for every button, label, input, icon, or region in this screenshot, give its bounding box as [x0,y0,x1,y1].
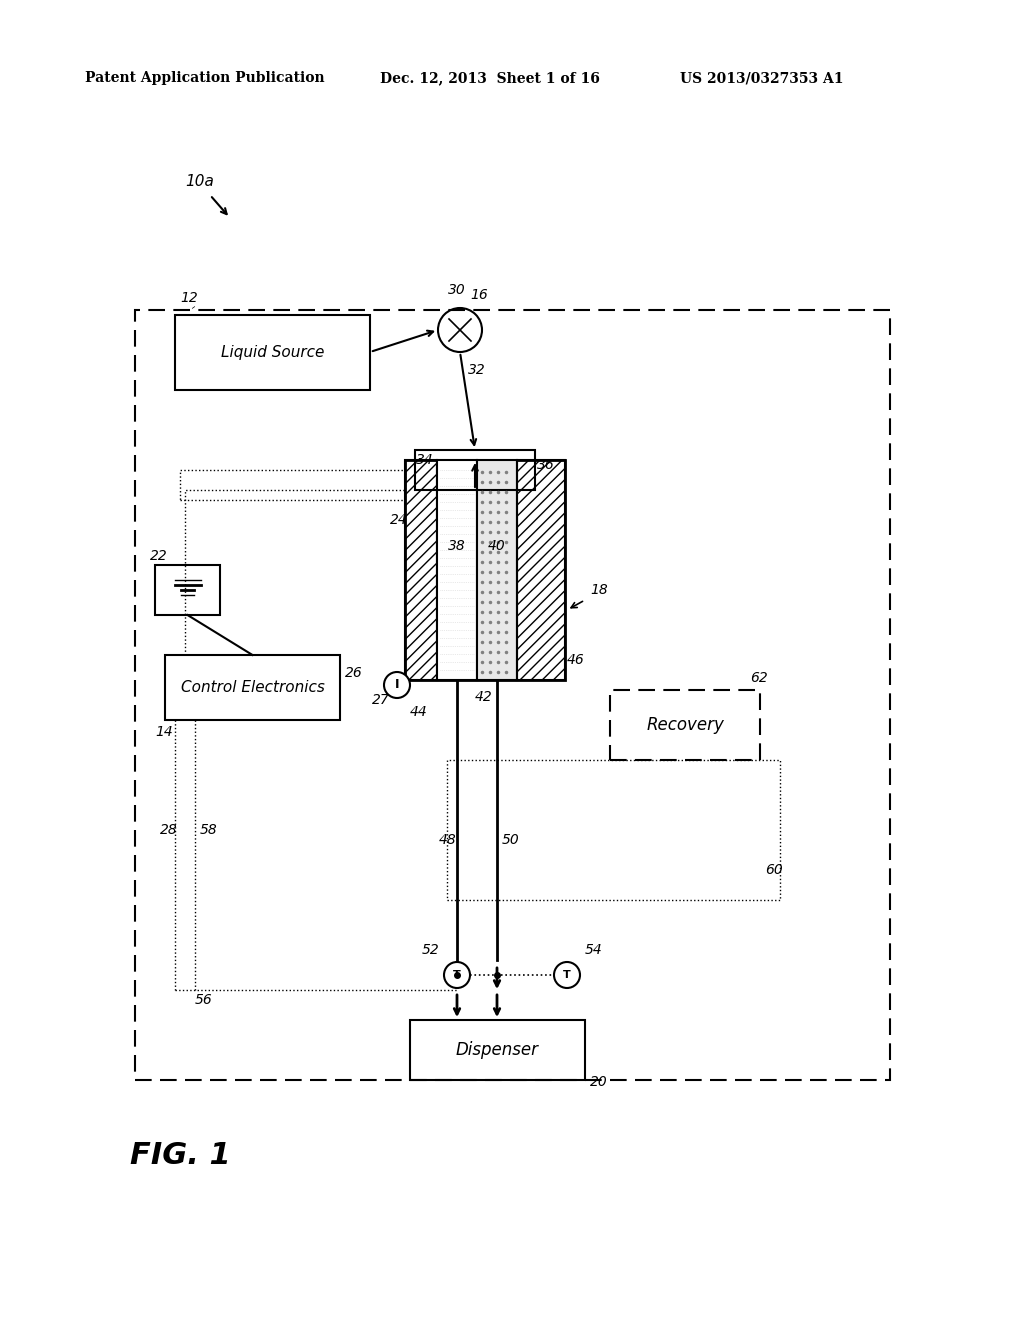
Circle shape [384,672,410,698]
Text: 54: 54 [585,942,603,957]
Text: 62: 62 [750,671,768,685]
Text: 50: 50 [502,833,520,847]
Text: 27: 27 [372,693,390,708]
Text: FIG. 1: FIG. 1 [130,1140,230,1170]
Circle shape [444,962,470,987]
Text: 44: 44 [410,705,428,719]
Bar [406,459,437,680]
Text: 26: 26 [345,667,362,680]
Text: 32: 32 [468,363,485,378]
Text: Liquid Source: Liquid Source [221,345,325,360]
Text: 58: 58 [200,822,218,837]
Text: 10a: 10a [185,174,214,190]
Circle shape [554,962,580,987]
Text: 18: 18 [590,583,608,597]
Text: 28: 28 [160,822,178,837]
Text: 60: 60 [765,863,782,876]
Text: 16: 16 [470,288,487,302]
Text: 42: 42 [475,690,493,704]
Text: US 2013/0327353 A1: US 2013/0327353 A1 [680,71,844,84]
Text: 56: 56 [195,993,213,1007]
Bar [517,459,565,680]
Text: 24: 24 [390,513,408,527]
Bar [437,459,477,680]
Text: 30: 30 [449,282,466,297]
Text: 34: 34 [416,453,434,467]
Text: 22: 22 [150,549,168,564]
Text: T: T [454,970,461,979]
Text: Control Electronics: Control Electronics [180,680,325,696]
Text: 48: 48 [439,833,457,847]
Text: 46: 46 [567,653,585,667]
Text: 20: 20 [590,1074,608,1089]
Text: 38: 38 [449,539,466,553]
Text: 36: 36 [537,458,555,473]
Text: Dispenser: Dispenser [456,1041,539,1059]
Text: Patent Application Publication: Patent Application Publication [85,71,325,84]
Text: T: T [563,970,570,979]
Text: 14: 14 [155,725,173,739]
Text: Dec. 12, 2013  Sheet 1 of 16: Dec. 12, 2013 Sheet 1 of 16 [380,71,600,84]
Text: I: I [394,678,399,692]
Text: Recovery: Recovery [646,715,724,734]
Text: 12: 12 [180,290,198,305]
Text: 52: 52 [422,942,439,957]
Text: 40: 40 [488,539,506,553]
Bar [477,459,517,680]
